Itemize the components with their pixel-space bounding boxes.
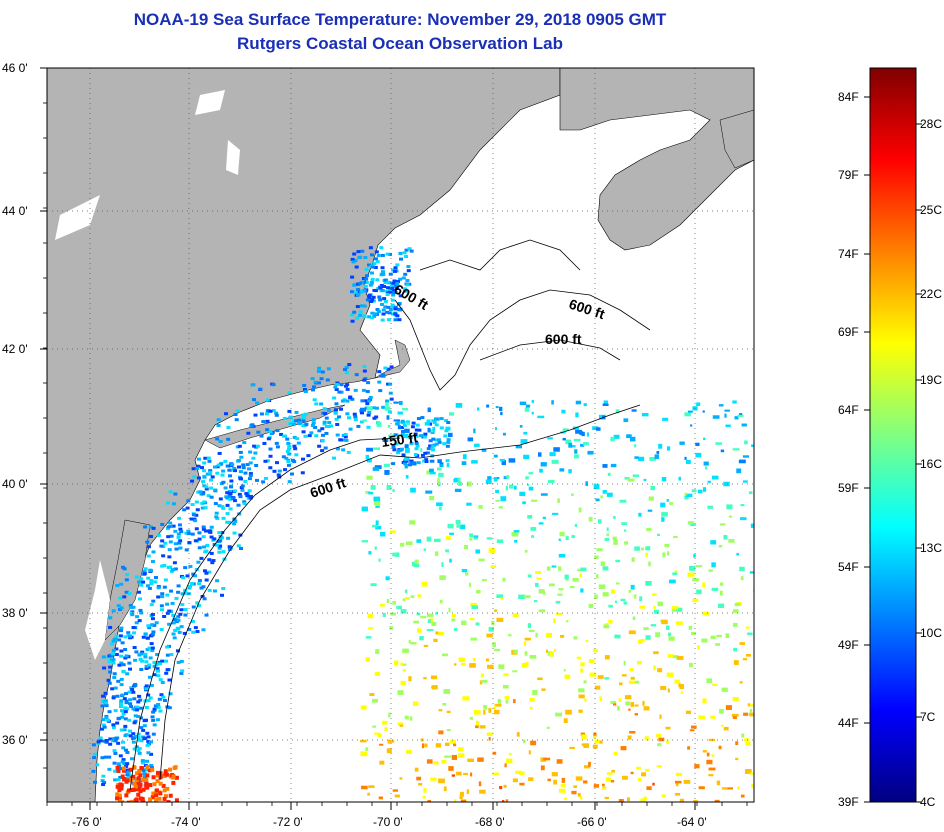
latitude-label: 44 0' [2, 204, 28, 218]
colorbar-celsius-label: 19C [920, 373, 942, 387]
cape-breton [719, 109, 754, 169]
colorbar-labels: 84F 79F 74F 69F 64F 59F 54F 49F 44F 39F 28C 25C 22C 1… [838, 90, 942, 809]
us-land [47, 68, 561, 802]
colorbar-fahrenheit-label: 64F [838, 403, 859, 417]
long-island [204, 404, 346, 449]
lake [195, 90, 225, 115]
contour-label: 600 ft [545, 331, 582, 347]
colorbar-celsius-label: 16C [920, 457, 942, 471]
colorbar-celsius-label: 28C [920, 117, 942, 131]
lake [55, 195, 100, 240]
colorbar-fahrenheit-label: 44F [838, 716, 859, 730]
sst-data-layer [91, 246, 754, 802]
latitude-label: 42 0' [2, 342, 28, 356]
contour-label: 150 ft [380, 429, 419, 450]
chesapeake-bay [85, 560, 110, 660]
colorbar-fahrenheit-label: 74F [838, 247, 859, 261]
map-frame [46, 67, 755, 803]
colorbar-celsius-label: 22C [920, 287, 942, 301]
longitude-label: -74 0' [171, 815, 201, 829]
colorbar-celsius-label: 13C [920, 541, 942, 555]
colorbar-celsius-label: 7C [920, 710, 936, 724]
colorbar-celsius-label: 25C [920, 203, 942, 217]
longitude-label: -76 0' [72, 815, 102, 829]
latitude-label: 40 0' [2, 477, 28, 491]
colorbar-fahrenheit-label: 39F [838, 795, 859, 809]
colorbar-celsius-label: 4C [920, 795, 936, 809]
colorbar-fahrenheit-label: 49F [838, 638, 859, 652]
latitude-label: 38 0' [2, 606, 28, 620]
colorbar-celsius-label: 10C [920, 626, 942, 640]
latitude-label: 46 0' [2, 61, 28, 75]
lake [226, 140, 240, 175]
colorbar-fahrenheit-label: 84F [838, 90, 859, 104]
longitude-label: -66 0' [577, 815, 607, 829]
longitude-label: -72 0' [273, 815, 303, 829]
longitude-label: -70 0' [373, 815, 403, 829]
colorbar-fahrenheit-label: 79F [838, 168, 859, 182]
longitude-label: -64 0' [677, 815, 707, 829]
colorbar-fahrenheit-label: 69F [838, 325, 859, 339]
cape-cod [374, 339, 411, 379]
axes: 46 0' 44 0' 42 0' 40 0' 38 0' 36 0' -76 0' -74 … [2, 61, 748, 829]
map-title: NOAA-19 Sea Surface Temperature: Novembe… [133, 10, 667, 29]
colorbar-fahrenheit-label: 54F [838, 560, 859, 574]
colorbar-fahrenheit-label: 59F [838, 481, 859, 495]
colorbar [869, 67, 917, 803]
latitude-label: 36 0' [2, 733, 28, 747]
map-subtitle: Rutgers Coastal Ocean Observation Lab [237, 34, 563, 53]
longitude-label: -68 0' [475, 815, 505, 829]
nova-scotia [559, 68, 754, 251]
bathymetry-contours [129, 239, 651, 791]
